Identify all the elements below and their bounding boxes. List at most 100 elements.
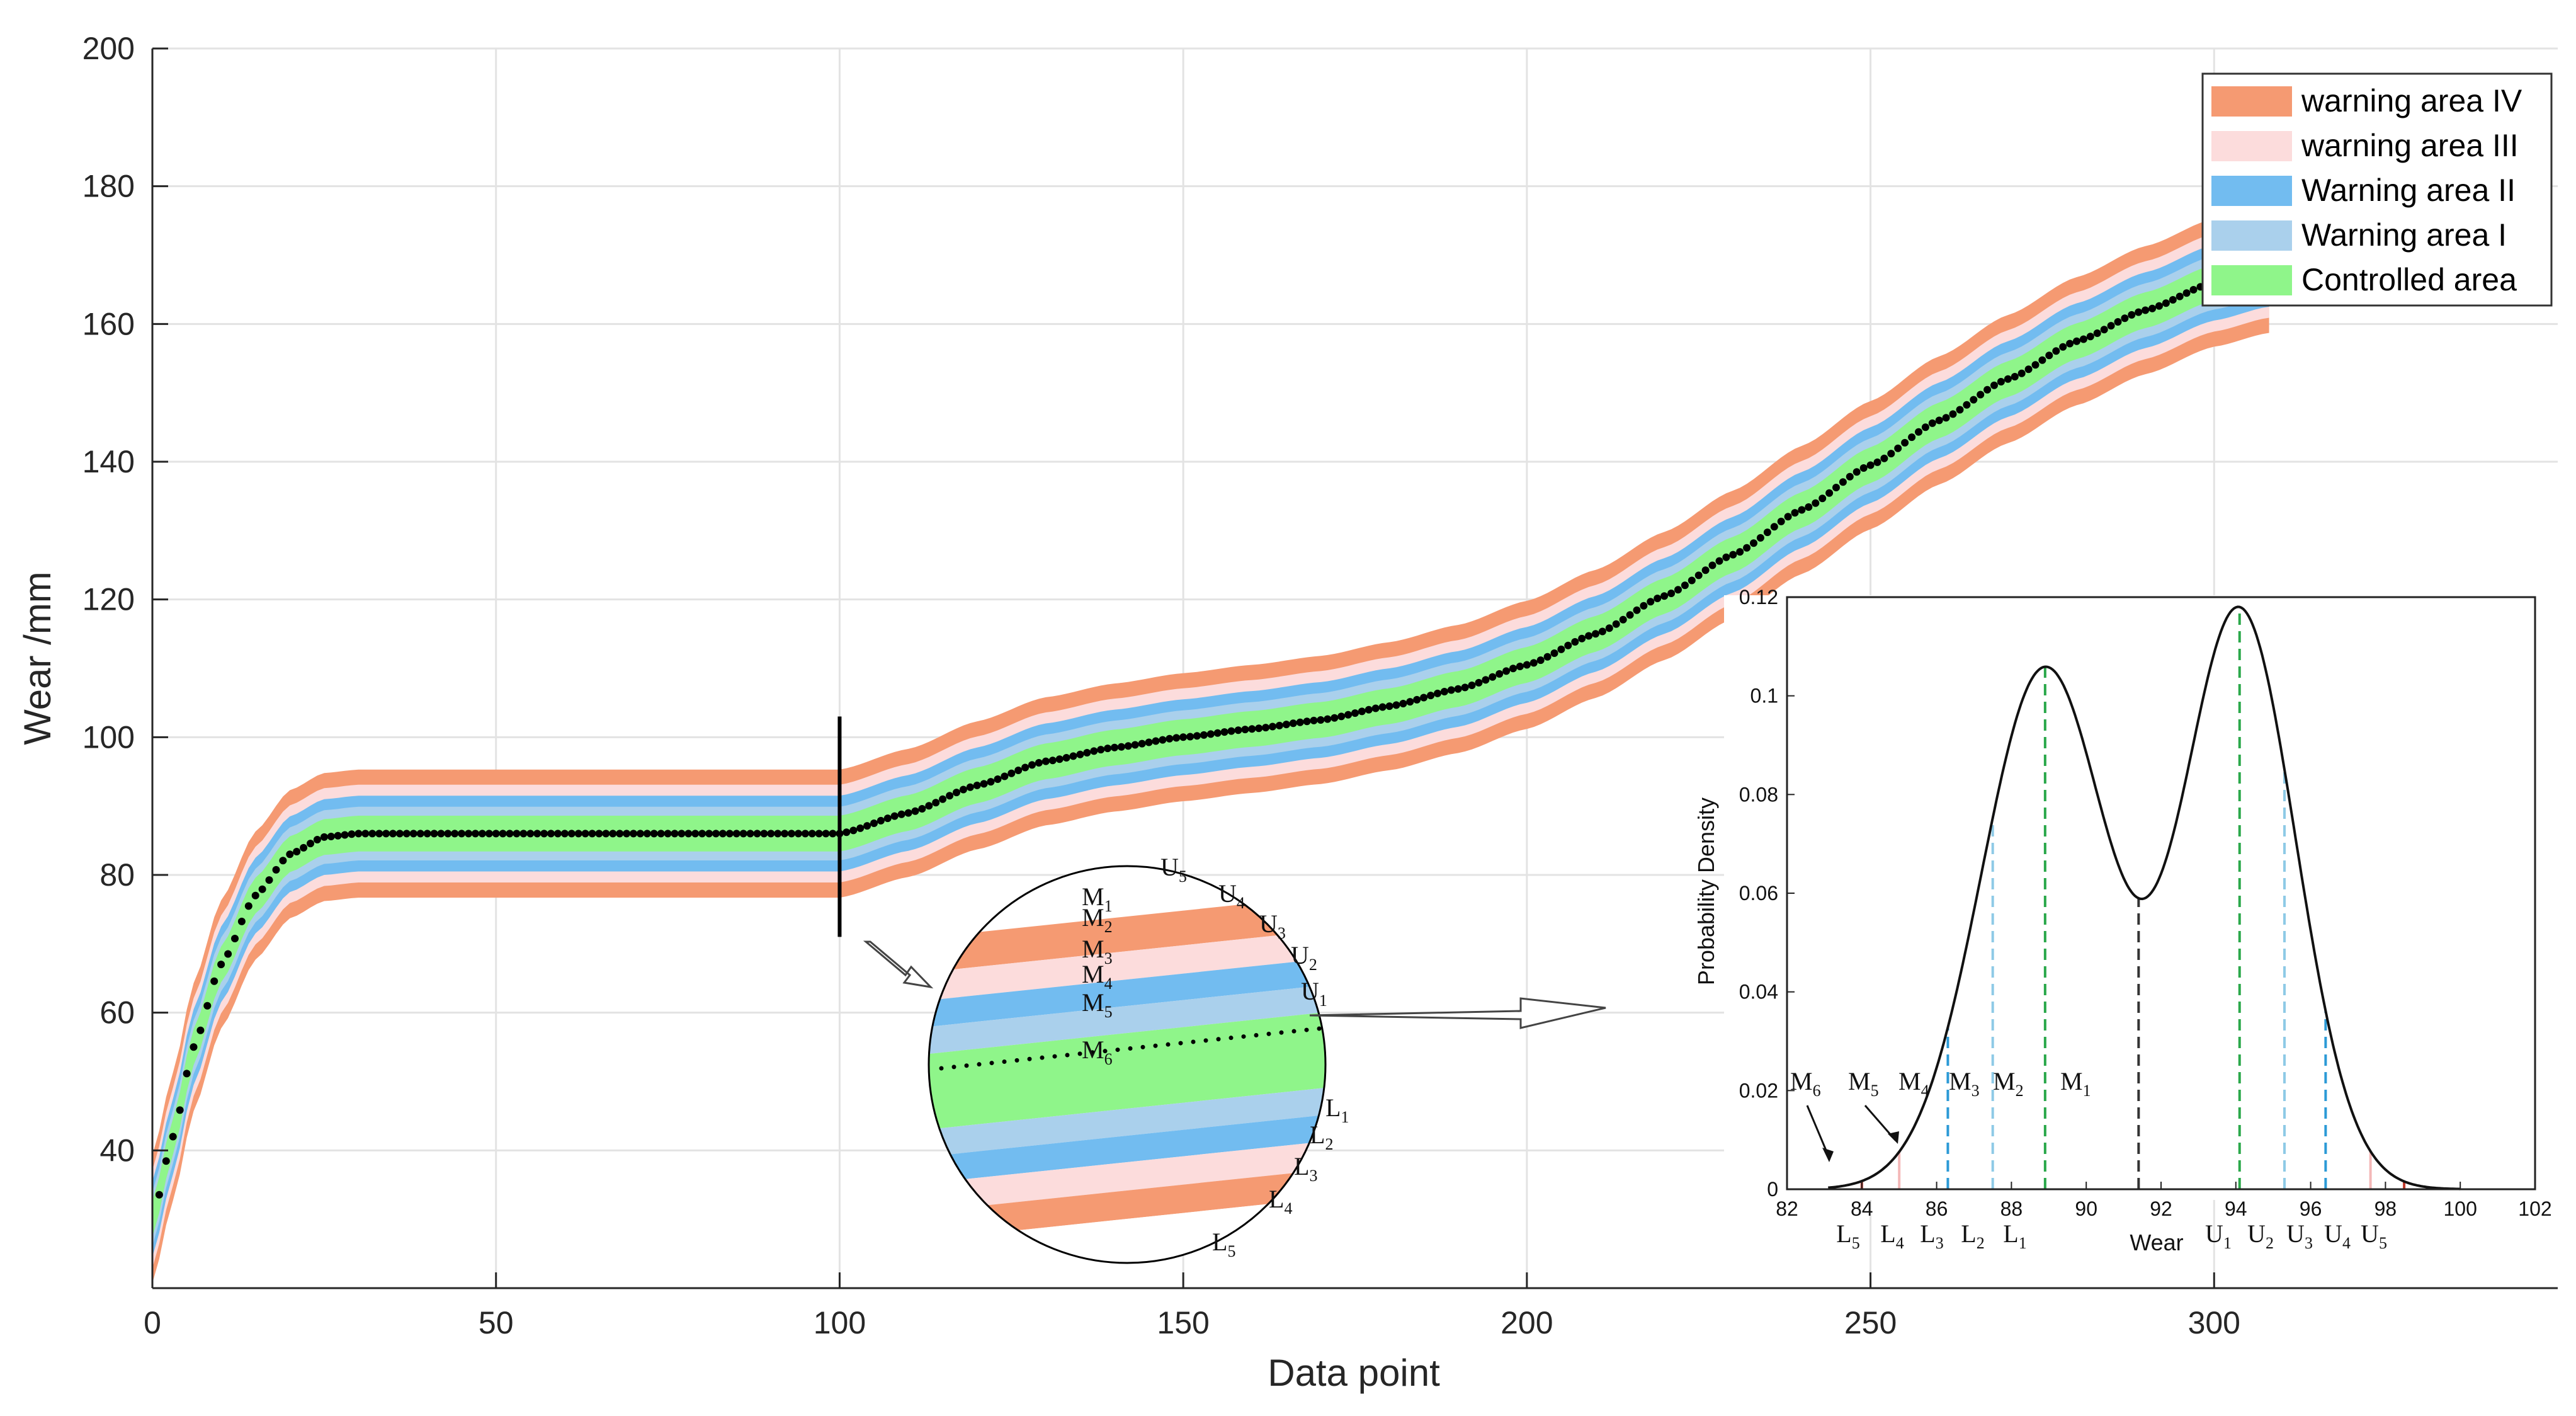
mean-point [499,830,507,838]
mean-point [1722,553,1730,561]
mean-point [623,830,631,838]
inset-tick-labels: 82 84 86 88 90 92 94 96 98 100 102 0 0.02 0.04 0.06 0.0… [1739,586,2552,1252]
mean-point [1062,754,1070,762]
mean-point [2114,318,2122,326]
zoom-mean-point [1254,1032,1259,1037]
mean-point [1880,454,1888,462]
mean-point [1344,711,1353,719]
mean-point [1592,630,1599,638]
mean-point [1193,732,1201,740]
mean-point [581,830,589,838]
mean-point [402,830,411,838]
mean-point [1468,682,1476,689]
mean-point [574,830,582,838]
mean-point [1873,458,1881,466]
mean-point [1399,700,1407,707]
mean-point [1365,705,1373,714]
mean-point [1392,701,1400,709]
mean-point [1041,757,1050,765]
mean-point [1564,641,1572,649]
mean-point [224,950,232,958]
mean-point [760,830,768,838]
zoom-mean-point [1266,1031,1271,1036]
mean-point [2121,314,2129,323]
mean-point [1894,444,1902,452]
mean-point [1523,661,1531,669]
inset-y-tick-label: 0.1 [1750,685,1778,707]
mean-point [904,809,912,817]
mean-point [1166,734,1174,743]
zoom-band-i-bottom [929,1087,1325,1158]
mean-point [843,828,851,836]
mean-point [980,780,988,788]
mean-point [492,830,500,838]
inset-x-tick-label: 92 [2150,1197,2172,1220]
mean-point [196,1026,205,1034]
mean-point [1331,714,1339,722]
mean-point [1159,736,1167,744]
mean-point [643,830,651,838]
mean-point [987,778,995,786]
mean-point [567,830,576,838]
legend-label: Controlled area [2301,262,2517,297]
mean-point [1371,704,1380,712]
mean-point [1104,745,1112,753]
pdf-curve [1828,605,2461,1190]
inset-x-tick-label: 88 [2000,1197,2023,1220]
mean-point [1262,724,1270,732]
mean-point [1605,624,1613,632]
zoom-mean-point [1203,1038,1208,1043]
mean-point [286,850,294,859]
mean-point [2011,373,2019,380]
inset-y-tick-label: 0.12 [1739,586,1778,608]
inset-m-label: M5 [1848,1067,1879,1100]
mean-point [1275,721,1283,729]
inset-m-label: M6 [1790,1067,1821,1100]
mean-point [2169,296,2177,304]
mean-point [437,830,445,838]
mean-point [444,830,452,838]
inset-x-tick-label: 102 [2518,1197,2551,1220]
y-tick-label: 140 [82,444,135,479]
mean-point [1543,653,1552,661]
mean-point [1200,731,1208,739]
mean-point [1516,663,1524,670]
mean-point [1674,586,1682,594]
zoom-mean-point [951,1065,956,1070]
mean-point [732,830,740,838]
legend-swatch [2211,131,2292,161]
mean-point [553,830,562,838]
mean-point [451,830,459,838]
zoom-mean-point [1052,1054,1057,1059]
mean-point [1406,698,1414,706]
mean-point [348,830,356,838]
inset-m-label: M2 [1993,1067,2024,1100]
mean-point [458,830,466,838]
zoom-mean-point [1178,1041,1183,1046]
zoom-white-top [929,866,1325,939]
zoom-band-iv-bottom [929,1168,1325,1241]
mean-point [1509,665,1517,673]
mean-point [678,830,686,838]
main-axes [151,47,2558,1289]
mean-point [636,830,644,838]
mean-point [355,830,363,838]
mean-point [2100,326,2108,334]
mean-point [883,814,892,823]
x-axis-label: Data point [1268,1352,1440,1394]
inset-y-label: Probability Density [1693,797,1719,985]
mean-point [1805,503,1813,511]
mean-point [1248,725,1256,733]
mean-point [293,848,301,855]
mean-point [2135,308,2143,316]
zoom-band-iii-bottom [929,1140,1325,1213]
mean-point [2045,351,2053,360]
zoom-mean-point [1228,1036,1234,1041]
mean-point [1578,634,1586,642]
mean-point [1007,769,1016,777]
mean-point [1358,707,1366,716]
mean-point [1035,759,1043,767]
mean-point [1227,727,1235,735]
mean-point [1743,544,1751,552]
